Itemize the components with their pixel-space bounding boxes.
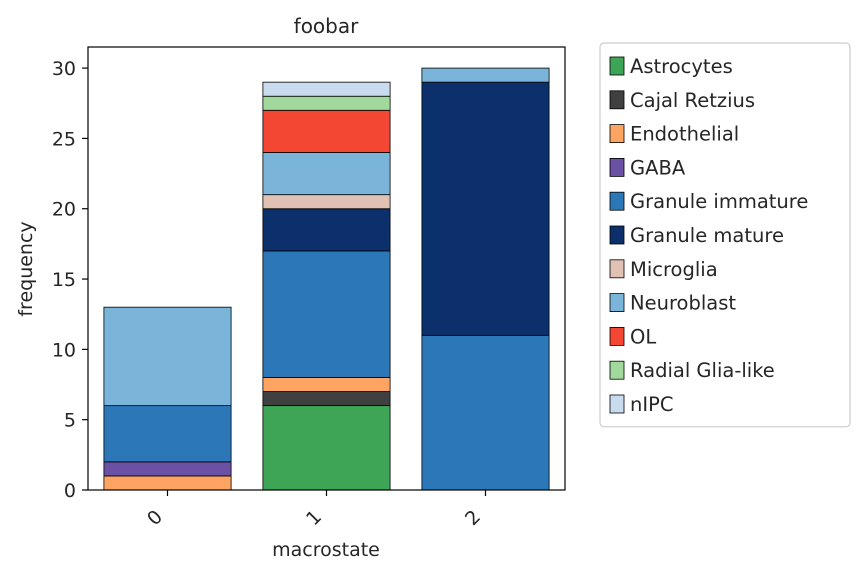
bar-1-neuroblast [262, 152, 391, 196]
y-axis-label: frequency [15, 221, 37, 316]
legend-label-neuroblast: Neuroblast [630, 292, 736, 315]
legend-label-gaba: GABA [630, 156, 686, 179]
legend-swatch-nipc [609, 394, 625, 414]
legend-swatch-granule-immature [609, 191, 625, 211]
legend-label-astrocytes: Astrocytes [630, 55, 733, 78]
chart-title: foobar [294, 14, 359, 38]
bar-0-gaba [103, 461, 232, 477]
legend-frame [599, 42, 851, 428]
legend-swatch-astrocytes [609, 56, 625, 76]
bar-1-nipc [262, 81, 391, 97]
legend-label-granule-immature: Granule immature [630, 190, 808, 213]
x-tick-label-2: 2 [461, 506, 485, 530]
bar-2-neuroblast [421, 67, 550, 83]
bar-1-granule-immature [262, 250, 391, 378]
legend-swatch-ol [609, 326, 625, 346]
legend-swatch-neuroblast [609, 293, 625, 313]
bars-group [103, 67, 550, 491]
legend-swatch-cajal-retzius [609, 90, 625, 110]
bar-1-radial-glia-like [262, 95, 391, 111]
y-tick-label-15: 15 [52, 269, 76, 291]
y-tick-label-10: 10 [52, 339, 76, 361]
bar-0-endothelial [103, 475, 232, 491]
bar-1-astrocytes [262, 405, 391, 491]
legend-swatch-radial-glia-like [609, 360, 625, 380]
bar-1-ol [262, 109, 391, 153]
legend-swatch-endothelial [609, 124, 625, 143]
legend-label-ol: OL [630, 325, 656, 348]
y-tick-label-5: 5 [64, 410, 76, 432]
legend-swatch-microglia [609, 259, 625, 279]
bar-0-neuroblast [103, 306, 232, 407]
y-tick-label-0: 0 [64, 480, 76, 502]
y-tick-label-25: 25 [52, 128, 76, 150]
bar-1-granule-mature [262, 208, 391, 252]
legend-swatch-gaba [609, 157, 625, 177]
x-tick-label-1: 1 [302, 506, 326, 530]
legend-label-cajal-retzius: Cajal Retzius [630, 89, 755, 112]
legend-label-nipc: nIPC [630, 393, 674, 416]
x-axis-label: macrostate [272, 539, 380, 561]
bar-1-cajal-retzius [262, 391, 391, 407]
bar-1-endothelial [262, 377, 391, 392]
legend-label-granule-mature: Granule mature [630, 224, 784, 247]
bar-1-microglia [262, 194, 391, 210]
legend-swatch-granule-mature [609, 225, 625, 245]
bar-0-granule-immature [103, 405, 232, 463]
bar-2-granule-mature [421, 81, 550, 336]
legend: Astrocytes Cajal Retzius Endothelial GABA Gr… [599, 42, 851, 428]
x-tick-label-0: 0 [143, 506, 167, 530]
legend-label-radial-glia-like: Radial Glia-like [630, 359, 775, 382]
bar-2-granule-immature [421, 334, 550, 491]
legend-label-endothelial: Endothelial [630, 123, 739, 146]
y-tick-label-20: 20 [52, 199, 76, 221]
y-tick-label-30: 30 [52, 58, 76, 80]
legend-label-microglia: Microglia [630, 258, 718, 281]
